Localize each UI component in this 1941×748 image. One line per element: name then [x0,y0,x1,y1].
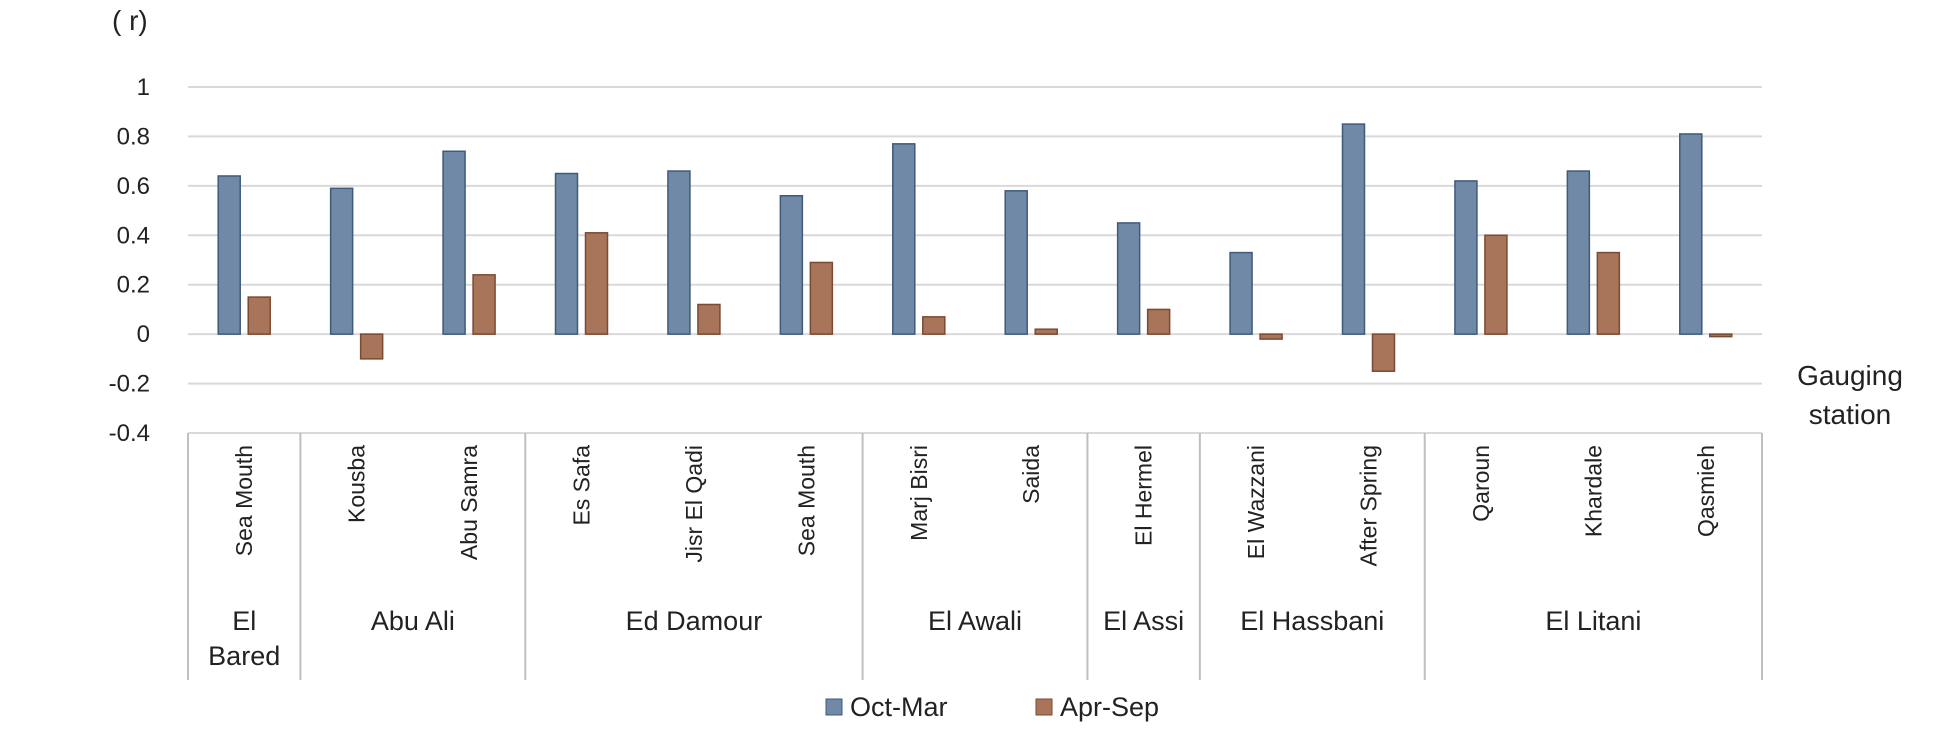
y-tick-label: 0.8 [117,123,150,150]
legend-label: Apr-Sep [1060,692,1159,722]
bar-oct-mar [1229,251,1253,335]
category-label: Marj Bisri [906,445,932,541]
group-label: El [232,606,256,636]
group-label: El Assi [1103,606,1184,636]
y-tick-label: -0.4 [109,420,150,447]
bar-apr-sep [359,333,384,360]
bar-oct-mar [1566,170,1591,335]
bar-apr-sep [697,303,721,335]
bar-apr-sep [1146,308,1171,335]
category-label: Es Safa [569,445,595,526]
category-label: Qasmieh [1693,445,1719,537]
legend-label: Oct-Mar [850,692,948,722]
category-label: Sea Mouth [793,445,819,556]
bar-oct-mar [1454,180,1478,335]
x-axis-title-line-2: station [1809,399,1892,430]
bar-oct-mar [892,143,916,335]
bar-apr-sep [1709,333,1733,338]
bar-apr-sep [1371,333,1396,372]
bar-oct-mar [442,150,466,335]
y-tick-label: -0.2 [109,371,150,398]
x-axis-title-line-1: Gauging [1797,360,1903,391]
y-tick-label: 1 [137,74,150,101]
bar-oct-mar [1116,222,1141,335]
bar-apr-sep [809,261,834,335]
group-label: El Awali [928,606,1022,636]
group-label: Ed Damour [626,606,763,636]
bar-apr-sep [922,316,946,335]
bar-oct-mar [779,194,804,335]
bar-oct-mar [1679,133,1703,335]
legend-swatch [1035,698,1053,716]
category-label: Abu Samra [456,445,482,560]
y-tick-label: 0.4 [117,222,150,249]
legend: Oct-Mar Apr-Sep [825,692,1159,722]
gridlines [188,86,1762,434]
category-label: Kousba [344,445,370,523]
category-label: Khardale [1580,445,1606,537]
y-tick-label: 0.6 [117,173,150,200]
category-label: Saida [1018,445,1044,504]
bar-oct-mar [329,187,354,335]
bar-apr-sep [1596,251,1621,335]
bar-apr-sep [1259,333,1283,340]
legend-swatch [825,698,843,716]
category-label: Jisr El Qadi [681,445,707,563]
bar-oct-mar [554,172,579,335]
bar-oct-mar [667,170,691,335]
bar-oct-mar [217,175,241,335]
bar-apr-sep [1484,234,1508,335]
bar-oct-mar [1004,190,1028,335]
group-label: El Hassbani [1240,606,1384,636]
bar-oct-mar [1341,123,1366,335]
bars [217,123,1733,372]
category-label: After Spring [1356,445,1382,566]
y-tick-labels: -0.4 -0.2 0 0.2 0.4 0.6 0.8 1 [109,74,150,447]
y-axis-title: ( r) [112,5,148,36]
category-label: El Wazzani [1243,445,1269,559]
category-labels: Sea Mouth Kousba Abu Samra Es Safa Jisr El Q… [187,433,1763,680]
group-label: El Litani [1545,606,1641,636]
y-tick-label: 0 [137,321,150,348]
bar-apr-sep [247,296,271,335]
bar-apr-sep [1034,328,1058,335]
bar-apr-sep [472,274,496,335]
bar-apr-sep [584,232,609,335]
y-tick-label: 0.2 [117,272,150,299]
category-label: El Hermel [1131,445,1157,546]
group-label: Abu Ali [371,606,455,636]
group-labels: El Bared Abu Ali Ed Damour El Awali El Assi El… [208,433,1641,680]
category-label: Sea Mouth [231,445,257,556]
category-label: Qaroun [1468,445,1494,522]
group-label: Bared [208,641,280,671]
